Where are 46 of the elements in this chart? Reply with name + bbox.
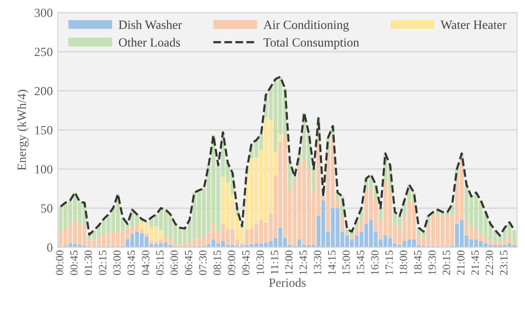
x-tick-label: 21:00 bbox=[457, 250, 465, 275]
x-tick-label: 06:00 bbox=[170, 250, 178, 275]
x-tick-label: 20:15 bbox=[442, 250, 450, 275]
x-tick-label: 00:00 bbox=[56, 250, 64, 275]
x-tick-label: 05:15 bbox=[156, 250, 164, 275]
x-tick-label: 03:45 bbox=[128, 250, 136, 275]
x-tick-label: 06:45 bbox=[184, 250, 192, 275]
x-tick-label: 12:00 bbox=[285, 250, 293, 274]
x-tick-label: 13:30 bbox=[314, 250, 322, 274]
legend-label: Total Consumption bbox=[264, 38, 360, 50]
y-tick-label: 100 bbox=[35, 165, 52, 174]
x-tick-label: 03:00 bbox=[113, 250, 121, 275]
legend-label: Water Heater bbox=[440, 20, 506, 30]
x-tick-label: 10:30 bbox=[256, 250, 264, 274]
x-tick-label: 12:45 bbox=[299, 250, 307, 274]
y-tick-label: 50 bbox=[41, 204, 52, 213]
x-tick-label: 09:45 bbox=[242, 250, 250, 275]
y-tick-label: 0 bbox=[47, 243, 52, 252]
x-tick-label: 00:45 bbox=[70, 250, 78, 275]
legend-label: Other Loads bbox=[118, 38, 180, 47]
x-tick-label: 08:15 bbox=[213, 250, 222, 275]
y-tick-label: 150 bbox=[35, 126, 52, 134]
x-tick-label: 18:45 bbox=[414, 250, 422, 274]
x-tick-label: 14:15 bbox=[328, 250, 336, 274]
y-tick-label: 250 bbox=[34, 48, 52, 56]
x-tick-label: 19:30 bbox=[428, 250, 436, 274]
x-tick-label: 17:15 bbox=[385, 250, 393, 274]
x-tick-label: 21:45 bbox=[471, 250, 479, 275]
legend-label: Air Conditioning bbox=[263, 20, 349, 32]
x-axis-title: Periods bbox=[269, 278, 306, 287]
x-tick-label: 02:15 bbox=[98, 250, 106, 275]
x-tick-label: 09:00 bbox=[228, 250, 236, 275]
x-tick-label: 23:15 bbox=[500, 250, 508, 275]
x-tick-label: 07:30 bbox=[199, 250, 207, 275]
legend-label: Dish Washer bbox=[118, 20, 182, 30]
x-tick-label: 16:30 bbox=[371, 250, 379, 274]
y-tick-label: 300 bbox=[34, 8, 52, 18]
x-tick-label: 18:00 bbox=[400, 250, 408, 274]
x-tick-label: 01:30 bbox=[84, 250, 92, 275]
y-axis-title: Energy (kWh/4) bbox=[17, 90, 29, 170]
x-tick-label: 15:00 bbox=[342, 250, 350, 274]
x-tick-label: 15:45 bbox=[356, 250, 364, 274]
x-tick-label: 11:15 bbox=[270, 250, 278, 274]
y-tick-label: 200 bbox=[34, 86, 52, 96]
x-tick-label: 04:30 bbox=[142, 250, 150, 275]
x-tick-label: 22:30 bbox=[486, 250, 494, 275]
